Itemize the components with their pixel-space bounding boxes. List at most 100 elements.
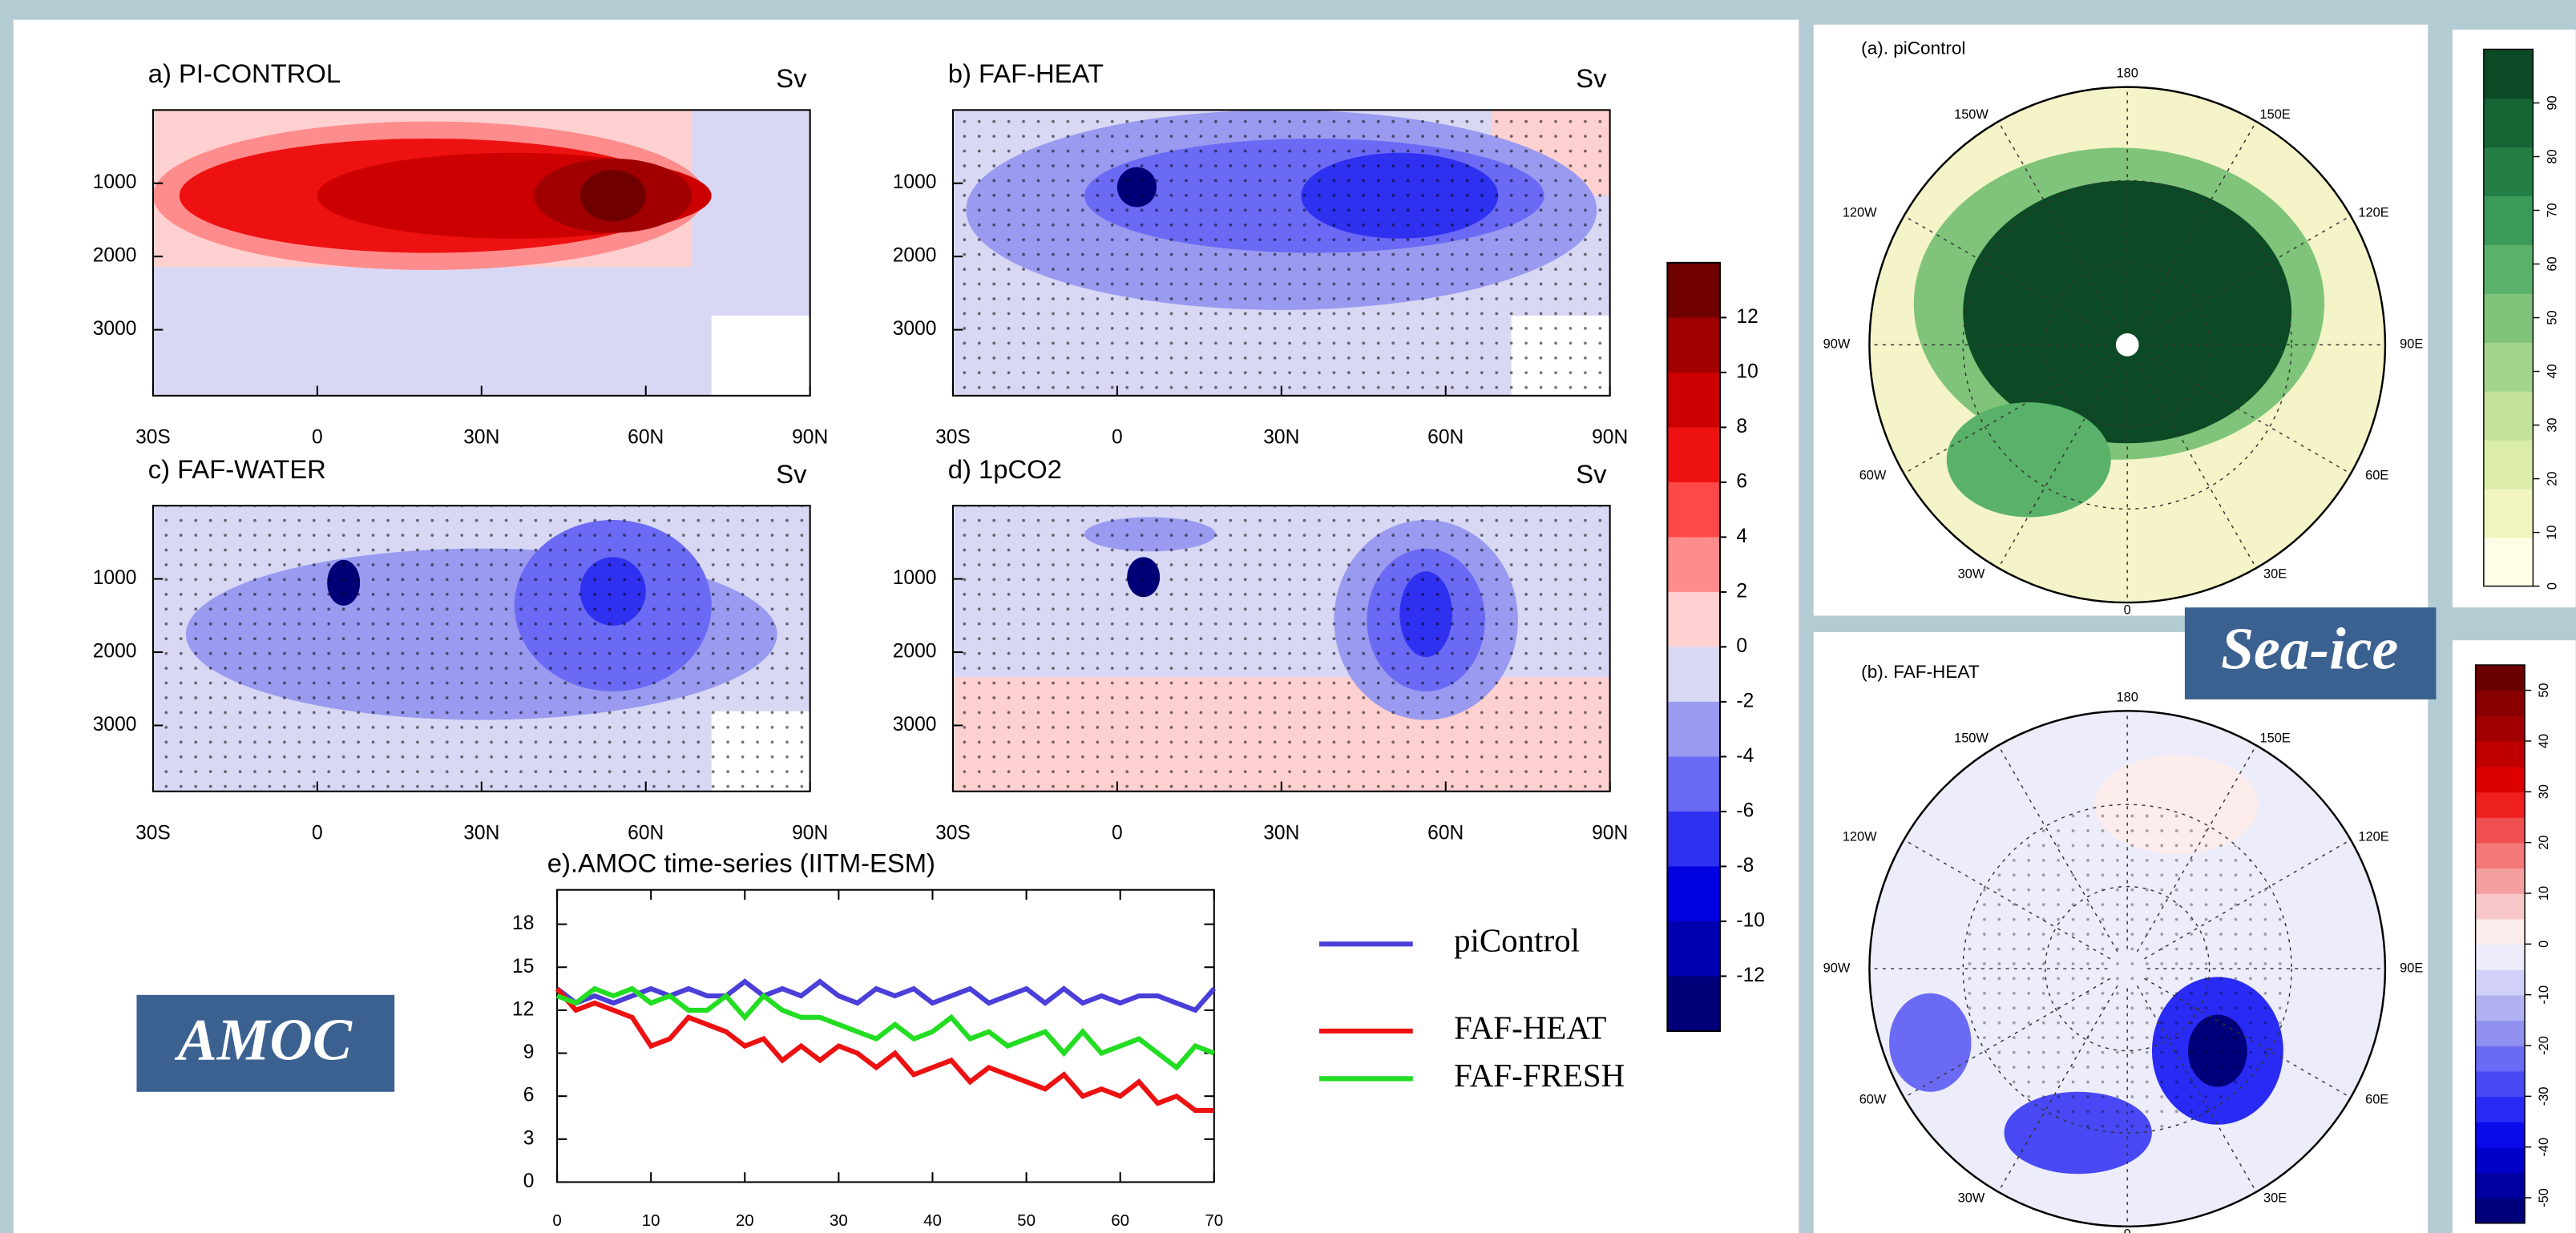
y-tick-label: 12: [512, 998, 534, 1020]
y-tick-label: 1000: [893, 171, 937, 193]
graticule: [1997, 361, 2118, 569]
colorbar-swatch: [2483, 341, 2534, 392]
graticule: [2136, 745, 2257, 953]
x-tick-label: 30N: [1263, 427, 1299, 449]
map-frame: [1868, 710, 2387, 1228]
x-tick-label: 0: [1112, 823, 1123, 844]
colorbar-label: 30: [2537, 784, 2551, 799]
label: Sea-ice: [2221, 616, 2398, 682]
colorbar-swatch: [2475, 893, 2526, 920]
graticule: [2144, 215, 2352, 336]
y-tick-label: 0: [523, 1171, 535, 1192]
graticule: [2144, 354, 2352, 474]
lon-label: 90W: [1823, 961, 1851, 975]
unit-label: Sv: [776, 459, 807, 489]
colorbar-label: 6: [1736, 470, 1747, 492]
colorbar-swatch: [2475, 868, 2526, 894]
panel-title: d) 1pCO2: [948, 454, 1062, 484]
x-tick-label: 40: [923, 1211, 942, 1230]
colorbar-swatch: [1667, 317, 1720, 373]
colorbar-swatch: [2483, 195, 2534, 245]
y-tick-label: 1000: [93, 171, 137, 193]
colorbar-swatch: [1667, 701, 1720, 758]
colorbar-swatch: [2475, 740, 2526, 768]
graticule: [1904, 354, 2111, 474]
lon-label: 180: [2117, 66, 2138, 81]
colorbar-swatch: [2475, 969, 2526, 996]
graticule: [2144, 839, 2352, 960]
colorbar-label: 4: [1736, 526, 1747, 547]
colorbar-swatch: [2475, 816, 2526, 844]
colorbar-label: 50: [2545, 310, 2559, 324]
colorbar-swatch: [1667, 976, 1720, 1032]
graticule: [1904, 839, 2111, 960]
anomaly: [1889, 993, 1972, 1092]
x-tick-label: 90N: [1592, 823, 1628, 844]
pole: [2115, 333, 2139, 357]
colorbar-label: -2: [1736, 690, 1754, 711]
y-tick-label: 3000: [893, 714, 937, 735]
lon-label: 120E: [2358, 829, 2388, 844]
colorbar-swatch: [1667, 372, 1720, 429]
x-tick-label: 70: [1205, 1211, 1223, 1230]
lon-label: 90E: [2400, 961, 2423, 975]
colorbar-label: -12: [1736, 965, 1765, 986]
x-tick-label: 0: [312, 823, 323, 844]
x-tick-label: 90N: [792, 823, 828, 844]
lon-label: 60E: [2365, 469, 2388, 483]
colorbar-swatch: [2475, 1198, 2526, 1224]
y-tick-label: 6: [523, 1085, 535, 1106]
lon-label: 150W: [1954, 731, 1989, 745]
x-tick-label: 0: [552, 1211, 561, 1230]
lon-label: 60W: [1859, 1092, 1887, 1106]
y-tick-label: 3000: [93, 714, 137, 735]
colorbar-label: 30: [2545, 417, 2559, 432]
lon-label: 30E: [2263, 567, 2287, 582]
x-tick-label: 60N: [628, 823, 664, 844]
x-tick-label: 30N: [463, 823, 499, 844]
x-tick-label: 0: [312, 427, 323, 449]
colorbar-swatch: [1667, 921, 1720, 977]
colorbar-label: 20: [2545, 471, 2559, 486]
colorbar-label: -20: [2537, 1036, 2551, 1055]
map-title: (b). FAF-HEAT: [1861, 662, 1980, 682]
colorbar-swatch: [2475, 944, 2526, 970]
unit-label: Sv: [1576, 63, 1607, 93]
series-line: [555, 985, 1215, 1071]
label-box: [136, 994, 395, 1092]
colorbar-swatch: [1667, 591, 1720, 648]
graticule: [1997, 985, 2118, 1193]
colorbar-label: -30: [2537, 1087, 2551, 1106]
lon-label: 180: [2117, 690, 2138, 704]
graticule: [1904, 215, 2111, 336]
unit-label: Sv: [1576, 459, 1607, 489]
y-tick-label: 2000: [893, 245, 937, 267]
colorbar-swatch: [2475, 664, 2526, 691]
panel-title: b) FAF-HEAT: [948, 58, 1104, 88]
map-title: (a). piControl: [1861, 38, 1965, 58]
colorbar-swatch: [1667, 756, 1720, 812]
graticule: [1997, 745, 2118, 953]
graticule: [2136, 985, 2257, 1193]
colorbar-swatch: [2475, 690, 2526, 717]
colorbar-swatch: [2483, 488, 2534, 538]
colorbar-swatch: [2483, 98, 2534, 148]
colorbar-label: -50: [2537, 1188, 2551, 1207]
colorbar-label: 10: [2537, 886, 2551, 901]
colorbar-label: 0: [1736, 635, 1747, 657]
label: AMOC: [175, 1006, 353, 1072]
colorbar-label: -10: [1736, 909, 1765, 931]
lon-label: 30W: [1958, 1191, 1985, 1205]
y-tick-label: 9: [523, 1042, 535, 1063]
y-tick-label: 2000: [93, 245, 137, 267]
graticule: [1962, 179, 2292, 510]
colorbar-swatch: [2475, 1046, 2526, 1072]
lon-label: 0: [2124, 1227, 2131, 1233]
sea-ice: [1963, 180, 2292, 444]
lon-label: 60E: [2365, 1092, 2388, 1106]
legend-label: piControl: [1454, 922, 1580, 959]
x-tick-label: 30: [830, 1211, 848, 1230]
colorbar-label: 20: [2537, 836, 2551, 850]
y-tick-label: 3000: [93, 318, 137, 340]
